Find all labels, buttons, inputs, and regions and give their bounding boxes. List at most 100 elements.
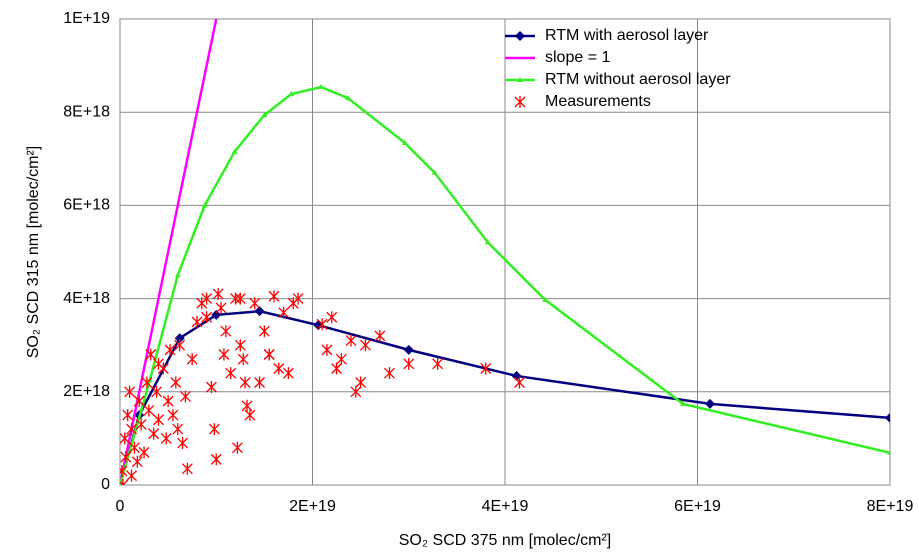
x-tick-label: 0 [116,498,125,515]
asterisk-marker [513,376,525,389]
legend: RTM with aerosol layer slope = 1 RTM witho… [505,27,731,110]
asterisk-marker [174,339,186,352]
asterisk-marker [126,423,138,436]
asterisk-marker [282,367,294,380]
asterisk-marker [239,376,251,389]
asterisk-marker [148,427,160,440]
asterisk-marker [153,357,164,370]
diamond-marker [211,309,222,320]
triangle-marker [542,296,549,302]
triangle-marker [318,84,325,90]
asterisk-marker [292,292,304,305]
x-axis-title: SO₂ SCD 375 nm [molec/cm²] [399,532,611,549]
asterisk-marker [120,432,131,445]
asterisk-marker [208,423,220,436]
diamond-marker [254,306,265,317]
series-line [120,19,218,485]
asterisk-marker [273,362,285,375]
x-tick-label: 2E+19 [289,498,336,515]
legend-label: RTM with aerosol layer [545,27,709,44]
asterisk-marker [141,376,153,389]
triangle-marker [431,169,438,175]
y-tick-label: 0 [101,476,110,493]
asterisk-marker [225,367,237,380]
asterisk-marker [331,362,343,375]
plot-series [120,19,890,485]
asterisk-marker [133,395,145,408]
asterisk-marker [153,413,164,426]
asterisk-marker [201,311,213,324]
y-tick-label: 1E+19 [63,10,110,27]
asterisk-marker [218,348,230,361]
x-tick-label: 6E+19 [674,498,721,515]
triangle-marker [517,77,523,82]
y-tick-label: 8E+18 [63,103,110,120]
x-tick-label: 8E+19 [867,498,914,515]
asterisk-marker [374,329,386,342]
x-tick-label: 4E+19 [482,498,529,515]
triangle-marker [345,95,352,101]
asterisk-marker [278,306,290,319]
asterisk-marker [268,290,280,303]
asterisk-marker [514,96,526,108]
triangle-marker [288,91,295,97]
diamond-marker [174,333,185,344]
asterisk-marker [162,395,174,408]
asterisk-marker [210,453,222,466]
triangle-marker [484,239,491,245]
asterisk-marker [355,376,367,389]
asterisk-marker [335,353,347,366]
y-axis-title: SO₂ SCD 315 nm [molec/cm²] [25,146,42,358]
asterisk-marker [244,409,256,422]
asterisk-marker [384,367,395,380]
asterisk-marker [345,334,357,347]
asterisk-marker [138,446,150,459]
asterisk-marker [120,479,129,485]
diamond-marker [403,344,414,355]
asterisk-marker [120,451,132,464]
asterisk-marker [321,343,333,356]
asterisk-marker [177,437,189,450]
asterisk-marker [131,455,143,468]
asterisk-marker [201,292,213,305]
asterisk-marker [359,339,371,352]
asterisk-marker [220,325,232,338]
y-tick-label: 4E+18 [63,290,110,307]
diamond-marker [705,398,716,409]
legend-label: slope = 1 [545,49,610,66]
triangle-marker [201,202,208,208]
asterisk-marker [234,292,246,305]
diamond-marker [515,31,525,41]
y-tick-label: 2E+18 [63,383,110,400]
asterisk-marker [126,469,138,482]
triangle-marker [174,272,181,278]
asterisk-marker [326,311,338,324]
asterisk-marker [143,404,155,417]
asterisk-marker [145,348,157,361]
asterisk-marker [263,348,275,361]
asterisk-marker [124,385,136,398]
triangle-marker [261,111,268,117]
asterisk-marker [205,381,217,394]
triangle-marker [680,400,687,406]
asterisk-marker [480,362,492,375]
asterisk-marker [316,318,328,331]
asterisk-marker [135,418,147,431]
asterisk-marker [432,357,444,370]
asterisk-marker [403,357,415,370]
asterisk-marker [181,462,193,475]
asterisk-marker [186,353,198,366]
asterisk-marker [254,376,266,389]
asterisk-marker [191,315,203,328]
asterisk-marker [234,339,246,352]
asterisk-marker [128,441,140,454]
triangle-marker [887,449,890,455]
series-line [120,309,890,485]
triangle-marker [401,139,408,145]
asterisk-marker [231,441,243,454]
asterisk-marker [120,465,128,478]
asterisk-marker [350,385,362,398]
asterisk-marker [122,409,134,422]
asterisk-marker [258,325,270,338]
